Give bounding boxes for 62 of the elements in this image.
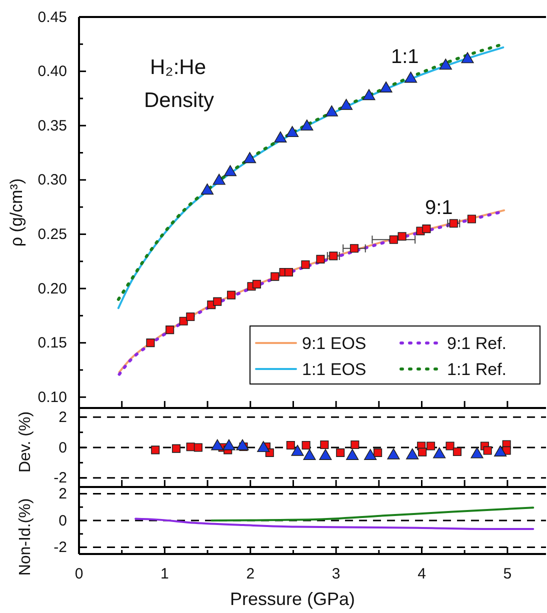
y-tick-label: 0 — [58, 512, 67, 530]
point — [146, 338, 155, 348]
x-tick-label: 2 — [246, 566, 255, 583]
legend-label: 9:1 EOS — [302, 334, 366, 353]
y-tick-label: 0.40 — [38, 63, 67, 80]
text: H₂:He Density — [144, 56, 215, 112]
y-tick-label: 0.45 — [38, 8, 67, 26]
x-tick-label: 4 — [418, 566, 426, 583]
point — [362, 89, 376, 100]
point — [325, 105, 338, 116]
point — [461, 52, 474, 64]
x-tick-label: 5 — [503, 566, 512, 583]
point — [226, 290, 236, 300]
point — [186, 312, 195, 322]
point — [439, 58, 452, 70]
x-tick-label: 1 — [160, 566, 169, 583]
point — [286, 126, 299, 138]
y-tick-label: 0.20 — [38, 280, 67, 298]
point — [301, 260, 310, 269]
point — [422, 224, 431, 234]
line-series — [134, 518, 534, 530]
y-tick-label: 0.35 — [38, 117, 67, 134]
point — [274, 131, 287, 142]
y-axis-title: ρ (g/cm³) — [7, 178, 26, 247]
legend-label: 1:1 Ref. — [447, 360, 507, 379]
point — [270, 272, 280, 281]
legend-label: 9:1 Ref. — [447, 334, 507, 353]
annotation: 1:1 — [391, 46, 419, 68]
point — [224, 165, 237, 176]
y-axis-title: Dev. (%) — [17, 411, 34, 473]
point — [316, 254, 325, 264]
point — [284, 268, 294, 277]
point — [380, 81, 392, 92]
x-tick-label: 3 — [332, 566, 340, 583]
annotation: 9:1 — [425, 197, 453, 219]
y-tick-label: 2 — [58, 408, 67, 426]
x-axis-title: Pressure (GPa) — [230, 589, 356, 609]
point — [243, 152, 256, 164]
point — [300, 120, 314, 130]
point — [404, 72, 418, 83]
y-tick-label: 0.25 — [38, 226, 67, 244]
y-axis-title: Non-Id.(%) — [17, 498, 34, 576]
legend-label: 1:1 EOS — [302, 360, 366, 379]
point — [340, 98, 353, 110]
point — [252, 280, 261, 288]
y-tick-label: 2 — [58, 486, 67, 502]
y-tick-label: 0 — [58, 439, 67, 456]
y-tick-label: -2 — [54, 470, 67, 487]
point — [213, 297, 222, 306]
point — [166, 326, 174, 334]
x-tick-label: 0 — [74, 566, 84, 583]
point — [350, 244, 359, 253]
y-tick-label: 0.10 — [38, 388, 67, 406]
line-series — [210, 506, 534, 522]
point — [200, 184, 214, 195]
y-tick-label: 0.30 — [38, 172, 67, 189]
point — [212, 174, 226, 185]
y-tick-label: -2 — [54, 539, 67, 556]
point — [389, 235, 398, 244]
point — [398, 232, 406, 241]
y-tick-label: 0.15 — [38, 334, 67, 352]
point — [467, 214, 476, 224]
